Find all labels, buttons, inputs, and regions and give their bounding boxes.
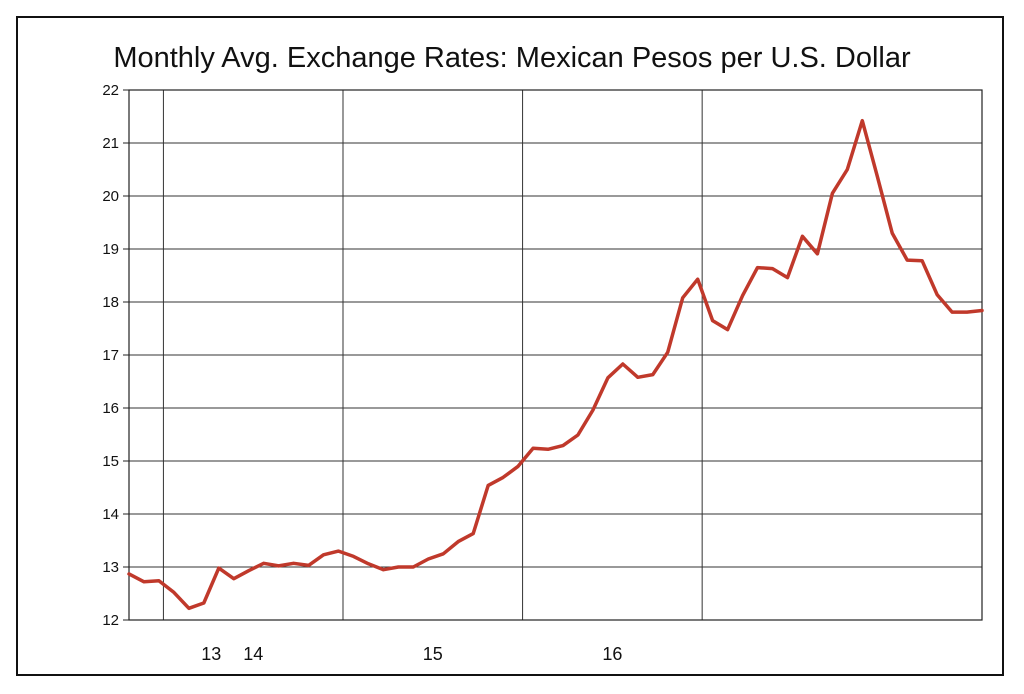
y-tick-label: 20: [102, 188, 119, 205]
y-tick-label: 22: [102, 82, 119, 99]
x-tick-label: 13: [201, 644, 221, 664]
y-tick-label: 15: [102, 453, 119, 470]
y-tick-label: 18: [102, 294, 119, 311]
grid-layer: [129, 89, 982, 621]
series-layer: [127, 118, 984, 611]
axis-layer: 12 13 14 15 16 17 18 19 20 21 22 13 14 15 16: [102, 82, 983, 664]
x-tick-label: 15: [423, 644, 443, 664]
y-tick-label: 17: [102, 347, 119, 364]
x-tick-label: 14: [243, 644, 263, 664]
y-tick-label: 12: [102, 612, 119, 629]
y-tick-label: 13: [102, 559, 119, 576]
series-line: [127, 118, 984, 611]
y-tick-label: 14: [102, 506, 119, 523]
chart-title: Monthly Avg. Exchange Rates: Mexican Pes…: [113, 42, 911, 74]
y-tick-label: 19: [102, 241, 119, 258]
chart-frame: [16, 16, 1004, 676]
x-tick-label: 16: [602, 644, 622, 664]
y-tick-label: 21: [102, 135, 119, 152]
y-tick-label: 16: [102, 400, 119, 417]
